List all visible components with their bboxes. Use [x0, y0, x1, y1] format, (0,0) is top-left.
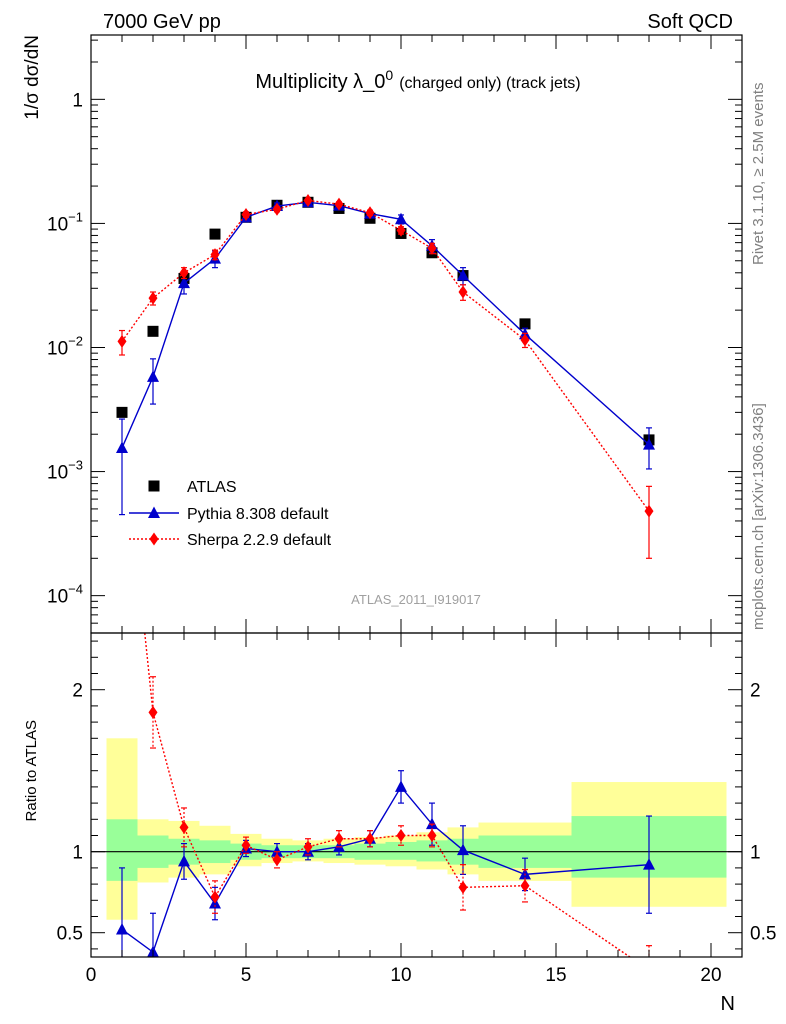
ratio-inner-band — [416, 840, 448, 862]
y-axis-label-main: 1/σ dσ/dN — [22, 35, 43, 120]
legend-sherpa-2-2-9-default-marker — [149, 532, 159, 546]
mcplots-label: mcplots.cern.ch [arXiv:1306.3436] — [750, 403, 767, 630]
sherpa-2-2-9-default-point — [241, 207, 251, 221]
x-tick-label: 20 — [700, 965, 721, 986]
sherpa-2-2-9-default-ratio-point — [334, 832, 344, 846]
y-tick-label-main: 10−1 — [47, 209, 83, 235]
sherpa-2-2-9-default-point — [272, 202, 282, 216]
y-tick-label-ratio-right: 2 — [750, 681, 761, 702]
plot-title-superscript: 0 — [385, 67, 393, 83]
sherpa-2-2-9-default-point — [396, 223, 406, 237]
pythia-8-308-default-ratio-point — [116, 922, 128, 935]
process-label: Soft QCD — [647, 11, 733, 33]
ratio-frame — [90, 632, 743, 958]
sherpa-2-2-9-default-ratio-point — [396, 829, 406, 842]
sherpa-2-2-9-default-line — [121, 199, 650, 512]
sherpa-2-2-9-default-ratio-point — [241, 838, 251, 852]
sherpa-2-2-9-default-point — [458, 285, 468, 299]
sherpa-2-2-9-default-point — [179, 266, 189, 280]
pythia-8-308-default-point — [116, 441, 128, 453]
rivet-label: Rivet 3.1.10, ≥ 2.5M events — [750, 83, 767, 266]
pythia-8-308-default-point — [395, 212, 407, 225]
pythia-8-308-default-ratio-point — [457, 843, 469, 856]
sherpa-2-2-9-default-ratio-point — [458, 880, 468, 894]
x-tick-label: 10 — [390, 965, 411, 986]
y-tick-label-main: 10−3 — [47, 458, 83, 484]
pythia-8-308-default-ratio-point — [271, 845, 283, 857]
sherpa-2-2-9-default-point — [117, 334, 127, 348]
plot-title-main: Multiplicity λ_0 — [255, 71, 385, 93]
sherpa-2-2-9-default-ratio-point — [303, 840, 313, 854]
y-axis-label-ratio: Ratio to ATLAS — [23, 720, 40, 821]
axes-frames — [90, 34, 743, 958]
sherpa-2-2-9-default-ratio-point — [427, 829, 437, 842]
sherpa-2-2-9-default-ratio-point — [210, 890, 220, 904]
pythia-8-308-default-ratio-point — [643, 858, 655, 870]
y-tick-label-ratio: 0.5 — [57, 924, 83, 945]
plot-title: Multiplicity λ_00 (charged only) (track j… — [255, 67, 580, 93]
pythia-8-308-default-point — [457, 269, 469, 281]
sherpa-2-2-9-default-ratio-point — [520, 879, 530, 893]
axes-ticks: 0 5 10 15 20 10−4 10−3 10−2 10−1 1 0.5 0.5 1 1 2 2 — [47, 35, 776, 986]
y-tick-label-main: 10−4 — [47, 582, 83, 608]
atlas-point — [209, 228, 221, 240]
y-tick-label-main: 10−2 — [47, 333, 83, 359]
pythia-8-308-default-point — [643, 438, 655, 450]
x-axis-label: N — [721, 993, 735, 1015]
sherpa-2-2-9-default-point — [210, 248, 220, 262]
pythia-8-308-default-point — [178, 276, 190, 289]
atlas-point — [147, 325, 159, 337]
legend-atlas-label: ATLAS — [187, 479, 237, 496]
energy-label: 7000 GeV pp — [103, 11, 221, 33]
x-tick-label: 0 — [86, 965, 97, 986]
sherpa-2-2-9-default-ratio-point — [365, 832, 375, 846]
analysis-id: ATLAS_2011_I919017 — [351, 592, 481, 607]
y-tick-label-ratio-right: 0.5 — [750, 924, 776, 945]
y-tick-label-ratio: 2 — [72, 681, 83, 702]
legend-pythia-8-308-default-label: Pythia 8.308 default — [187, 506, 329, 523]
pythia-8-308-default-line — [121, 201, 650, 449]
ratio-uncertainty-bands — [91, 738, 742, 920]
legend-atlas-marker — [148, 480, 160, 492]
sherpa-2-2-9-default-ratio-point — [148, 705, 158, 719]
sherpa-2-2-9-default-ratio-point — [645, 963, 654, 976]
sherpa-2-2-9-default-ratio-point — [179, 820, 189, 834]
pythia-8-308-default-ratio-point — [333, 840, 345, 852]
sherpa-2-2-9-default-point — [334, 197, 344, 211]
sherpa-2-2-9-default-point — [148, 291, 158, 305]
sherpa-2-2-9-default-point — [303, 193, 313, 207]
x-tick-label: 5 — [241, 965, 252, 986]
y-tick-label-ratio: 1 — [72, 843, 83, 864]
sherpa-2-2-9-default-ratio-line — [144, 633, 632, 957]
pythia-8-308-default-ratio-point — [395, 780, 407, 792]
pythia-8-308-default-ratio-line — [121, 785, 650, 954]
sherpa-2-2-9-default-point — [427, 241, 437, 255]
sherpa-2-2-9-default-ratio-point — [272, 853, 282, 867]
pythia-8-308-default-ratio-point — [426, 817, 438, 830]
y-tick-label-ratio-right: 1 — [750, 843, 761, 864]
plot-title-suffix: (charged only) (track jets) — [399, 75, 580, 92]
atlas-point — [116, 406, 128, 418]
legend: ATLAS Pythia 8.308 default Sherpa 2.2.9 de… — [129, 479, 332, 549]
pythia-8-308-default-ratio-point — [178, 854, 190, 867]
y-tick-label-main: 1 — [72, 90, 83, 111]
pythia-8-308-default-point — [147, 370, 159, 382]
sherpa-2-2-9-default-point — [520, 333, 530, 347]
legend-pythia-8-308-default-marker — [148, 506, 160, 518]
atlas-point — [519, 318, 531, 330]
legend-sherpa-2-2-9-default-label: Sherpa 2.2.9 default — [187, 532, 332, 549]
ratio-inner-band — [385, 841, 417, 860]
sherpa-2-2-9-default-point — [644, 504, 654, 518]
main-data-layer — [116, 193, 655, 559]
x-tick-label: 15 — [545, 965, 566, 986]
sherpa-2-2-9-default-point — [365, 206, 375, 220]
